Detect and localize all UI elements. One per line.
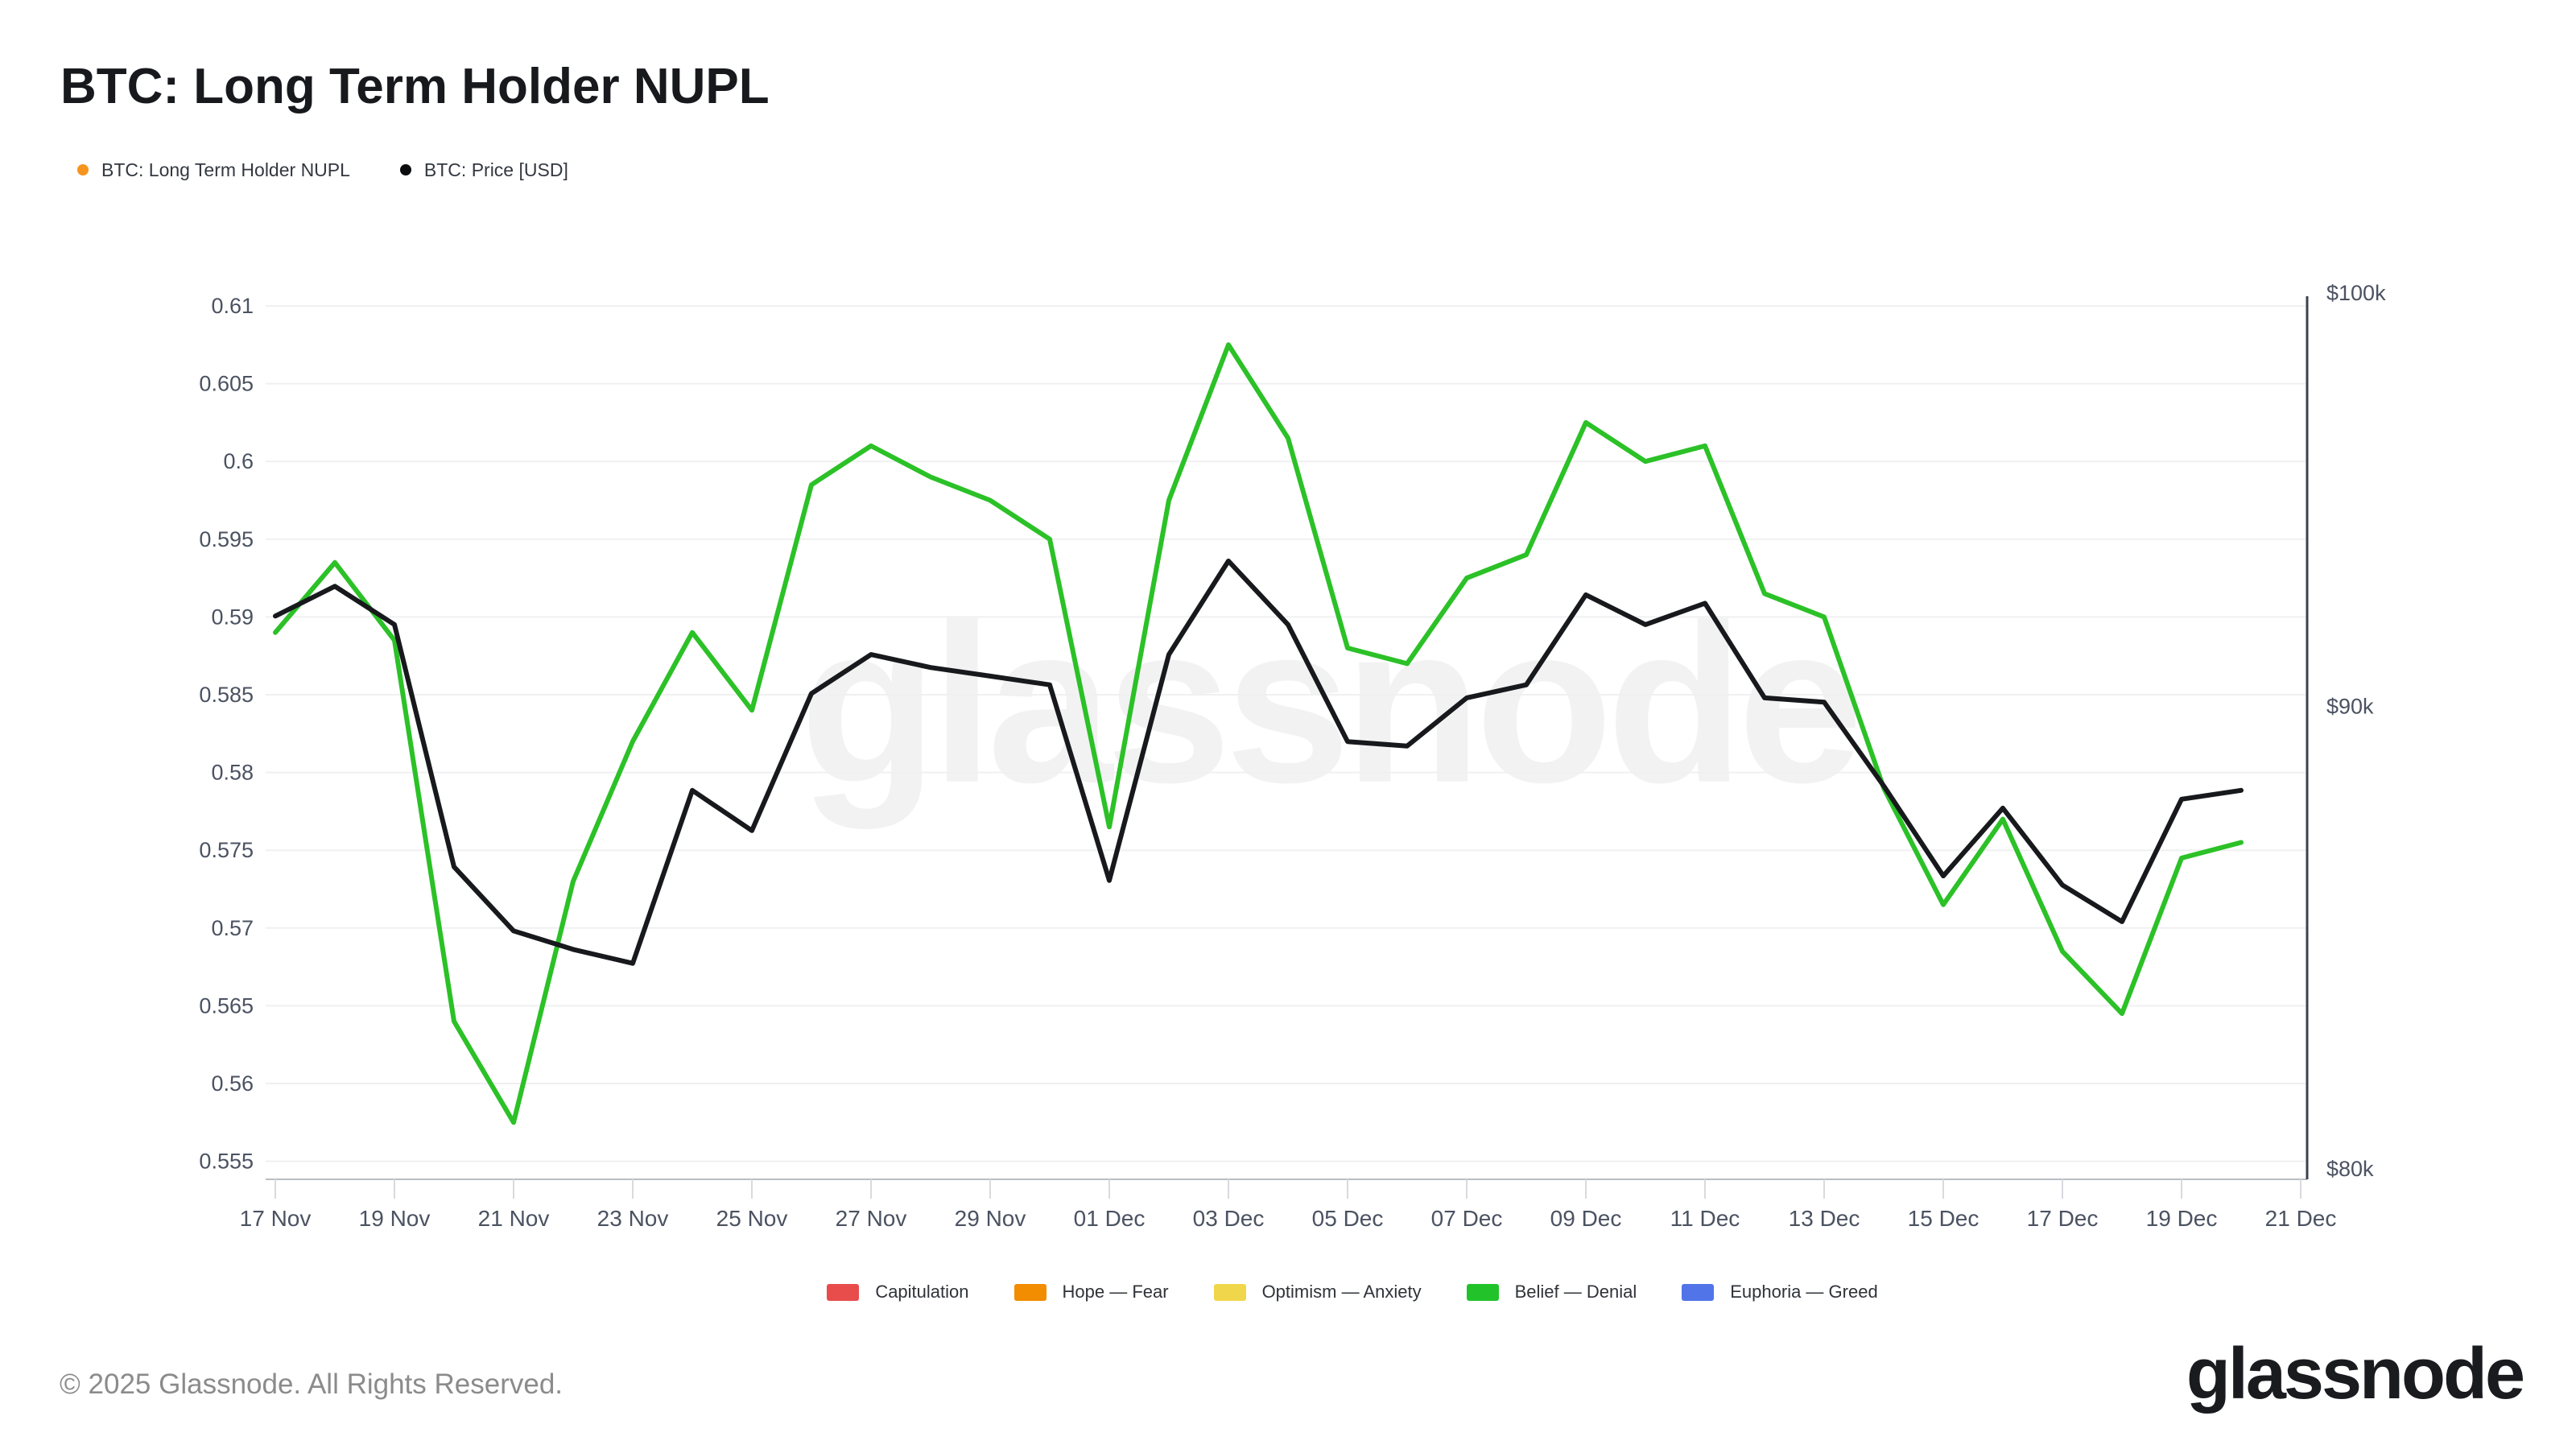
series-legend-item-0-swatch-icon — [77, 164, 89, 175]
zone-legend-item-4-swatch-icon — [1682, 1283, 1715, 1301]
y-axis-tick-label: 0.555 — [199, 1150, 254, 1174]
y-axis-tick-label: 0.58 — [211, 761, 254, 785]
y-axis-tick-label: 0.595 — [199, 527, 254, 551]
zone-legend-item-0-swatch-icon — [827, 1283, 860, 1301]
zone-legend-item-4-label: Euphoria — Greed — [1730, 1282, 1878, 1302]
page-title: BTC: Long Term Holder NUPL — [60, 59, 770, 114]
x-axis-tick-label: 01 Dec — [1074, 1206, 1146, 1231]
glassnode-logo: glassnode — [2186, 1334, 2525, 1414]
zone-legend-item-1-label: Hope — Fear — [1062, 1282, 1169, 1302]
series-legend-item-1-swatch-icon — [399, 164, 411, 175]
y-axis-tick-label: 0.6 — [223, 449, 254, 473]
x-axis-tick-label: 27 Nov — [836, 1206, 907, 1231]
zone-legend-item-4[interactable]: Euphoria — Greed — [1682, 1282, 1878, 1302]
series-legend-item-1-label: BTC: Price [USD] — [423, 159, 568, 180]
x-axis-tick-label: 11 Dec — [1670, 1206, 1740, 1231]
x-axis-tick-label: 17 Dec — [2027, 1206, 2099, 1231]
y-axis-tick-label: 0.56 — [211, 1071, 254, 1096]
zone-legend-item-3-swatch-icon — [1466, 1283, 1499, 1301]
series-legend-item-1[interactable]: BTC: Price [USD] — [399, 159, 568, 181]
x-axis-tick-label: 19 Dec — [2146, 1206, 2218, 1231]
y-axis-tick-label: 0.585 — [199, 683, 254, 707]
x-axis-tick-label: 29 Nov — [955, 1206, 1026, 1231]
price-axis-tick-label: $100k — [2326, 281, 2386, 305]
x-axis-tick-label: 21 Dec — [2265, 1206, 2337, 1231]
x-axis-tick-label: 17 Nov — [240, 1206, 312, 1231]
y-axis-tick-label: 0.605 — [199, 372, 254, 396]
x-axis-tick-label: 03 Dec — [1193, 1206, 1265, 1231]
series-legend: BTC: Long Term Holder NUPL BTC: Price [US… — [77, 158, 568, 182]
zone-legend-item-1-swatch-icon — [1013, 1283, 1046, 1301]
price-series-line[interactable] — [273, 558, 2244, 966]
price-axis-tick-label: $90k — [2326, 695, 2374, 719]
y-axis-tick-label: 0.59 — [211, 605, 254, 629]
y-axis-tick-label: 0.57 — [211, 916, 254, 940]
x-axis-tick-label: 13 Dec — [1789, 1206, 1860, 1231]
series-legend-item-0[interactable]: BTC: Long Term Holder NUPL — [77, 159, 350, 181]
x-axis-tick-label: 07 Dec — [1431, 1206, 1503, 1231]
x-axis-tick-label: 21 Nov — [478, 1206, 550, 1231]
y-axis-tick-label: 0.575 — [199, 838, 254, 862]
x-axis-tick-label: 05 Dec — [1312, 1206, 1384, 1231]
zone-legend-item-3-label: Belief — Denial — [1514, 1282, 1637, 1302]
copyright-text: © 2025 Glassnode. All Rights Reserved. — [60, 1368, 564, 1400]
zone-legend-item-0-label: Capitulation — [875, 1282, 969, 1302]
nupl-zone-legend: Capitulation Hope — Fear Optimism — Anxiet… — [266, 1282, 2307, 1302]
x-axis-tick-label: 25 Nov — [716, 1206, 788, 1231]
zone-legend-item-0[interactable]: Capitulation — [827, 1282, 969, 1302]
y-axis-tick-label: 0.61 — [211, 294, 254, 318]
x-axis-tick-label: 23 Nov — [597, 1206, 669, 1231]
nupl-series-line[interactable] — [273, 342, 2244, 1125]
x-axis-tick-label: 19 Nov — [359, 1206, 431, 1231]
y-axis-tick-label: 0.565 — [199, 993, 254, 1018]
zone-legend-item-2-swatch-icon — [1213, 1283, 1246, 1301]
zone-legend-item-2[interactable]: Optimism — Anxiety — [1213, 1282, 1422, 1302]
x-axis-tick-label: 09 Dec — [1550, 1206, 1622, 1231]
series-legend-item-0-label: BTC: Long Term Holder NUPL — [101, 159, 350, 180]
price-axis-tick-label: $80k — [2326, 1157, 2374, 1181]
x-axis-tick-label: 15 Dec — [1908, 1206, 1979, 1231]
zone-legend-item-1[interactable]: Hope — Fear — [1013, 1282, 1169, 1302]
zone-legend-item-2-label: Optimism — Anxiety — [1261, 1282, 1422, 1302]
zone-legend-item-3[interactable]: Belief — Denial — [1466, 1282, 1637, 1302]
